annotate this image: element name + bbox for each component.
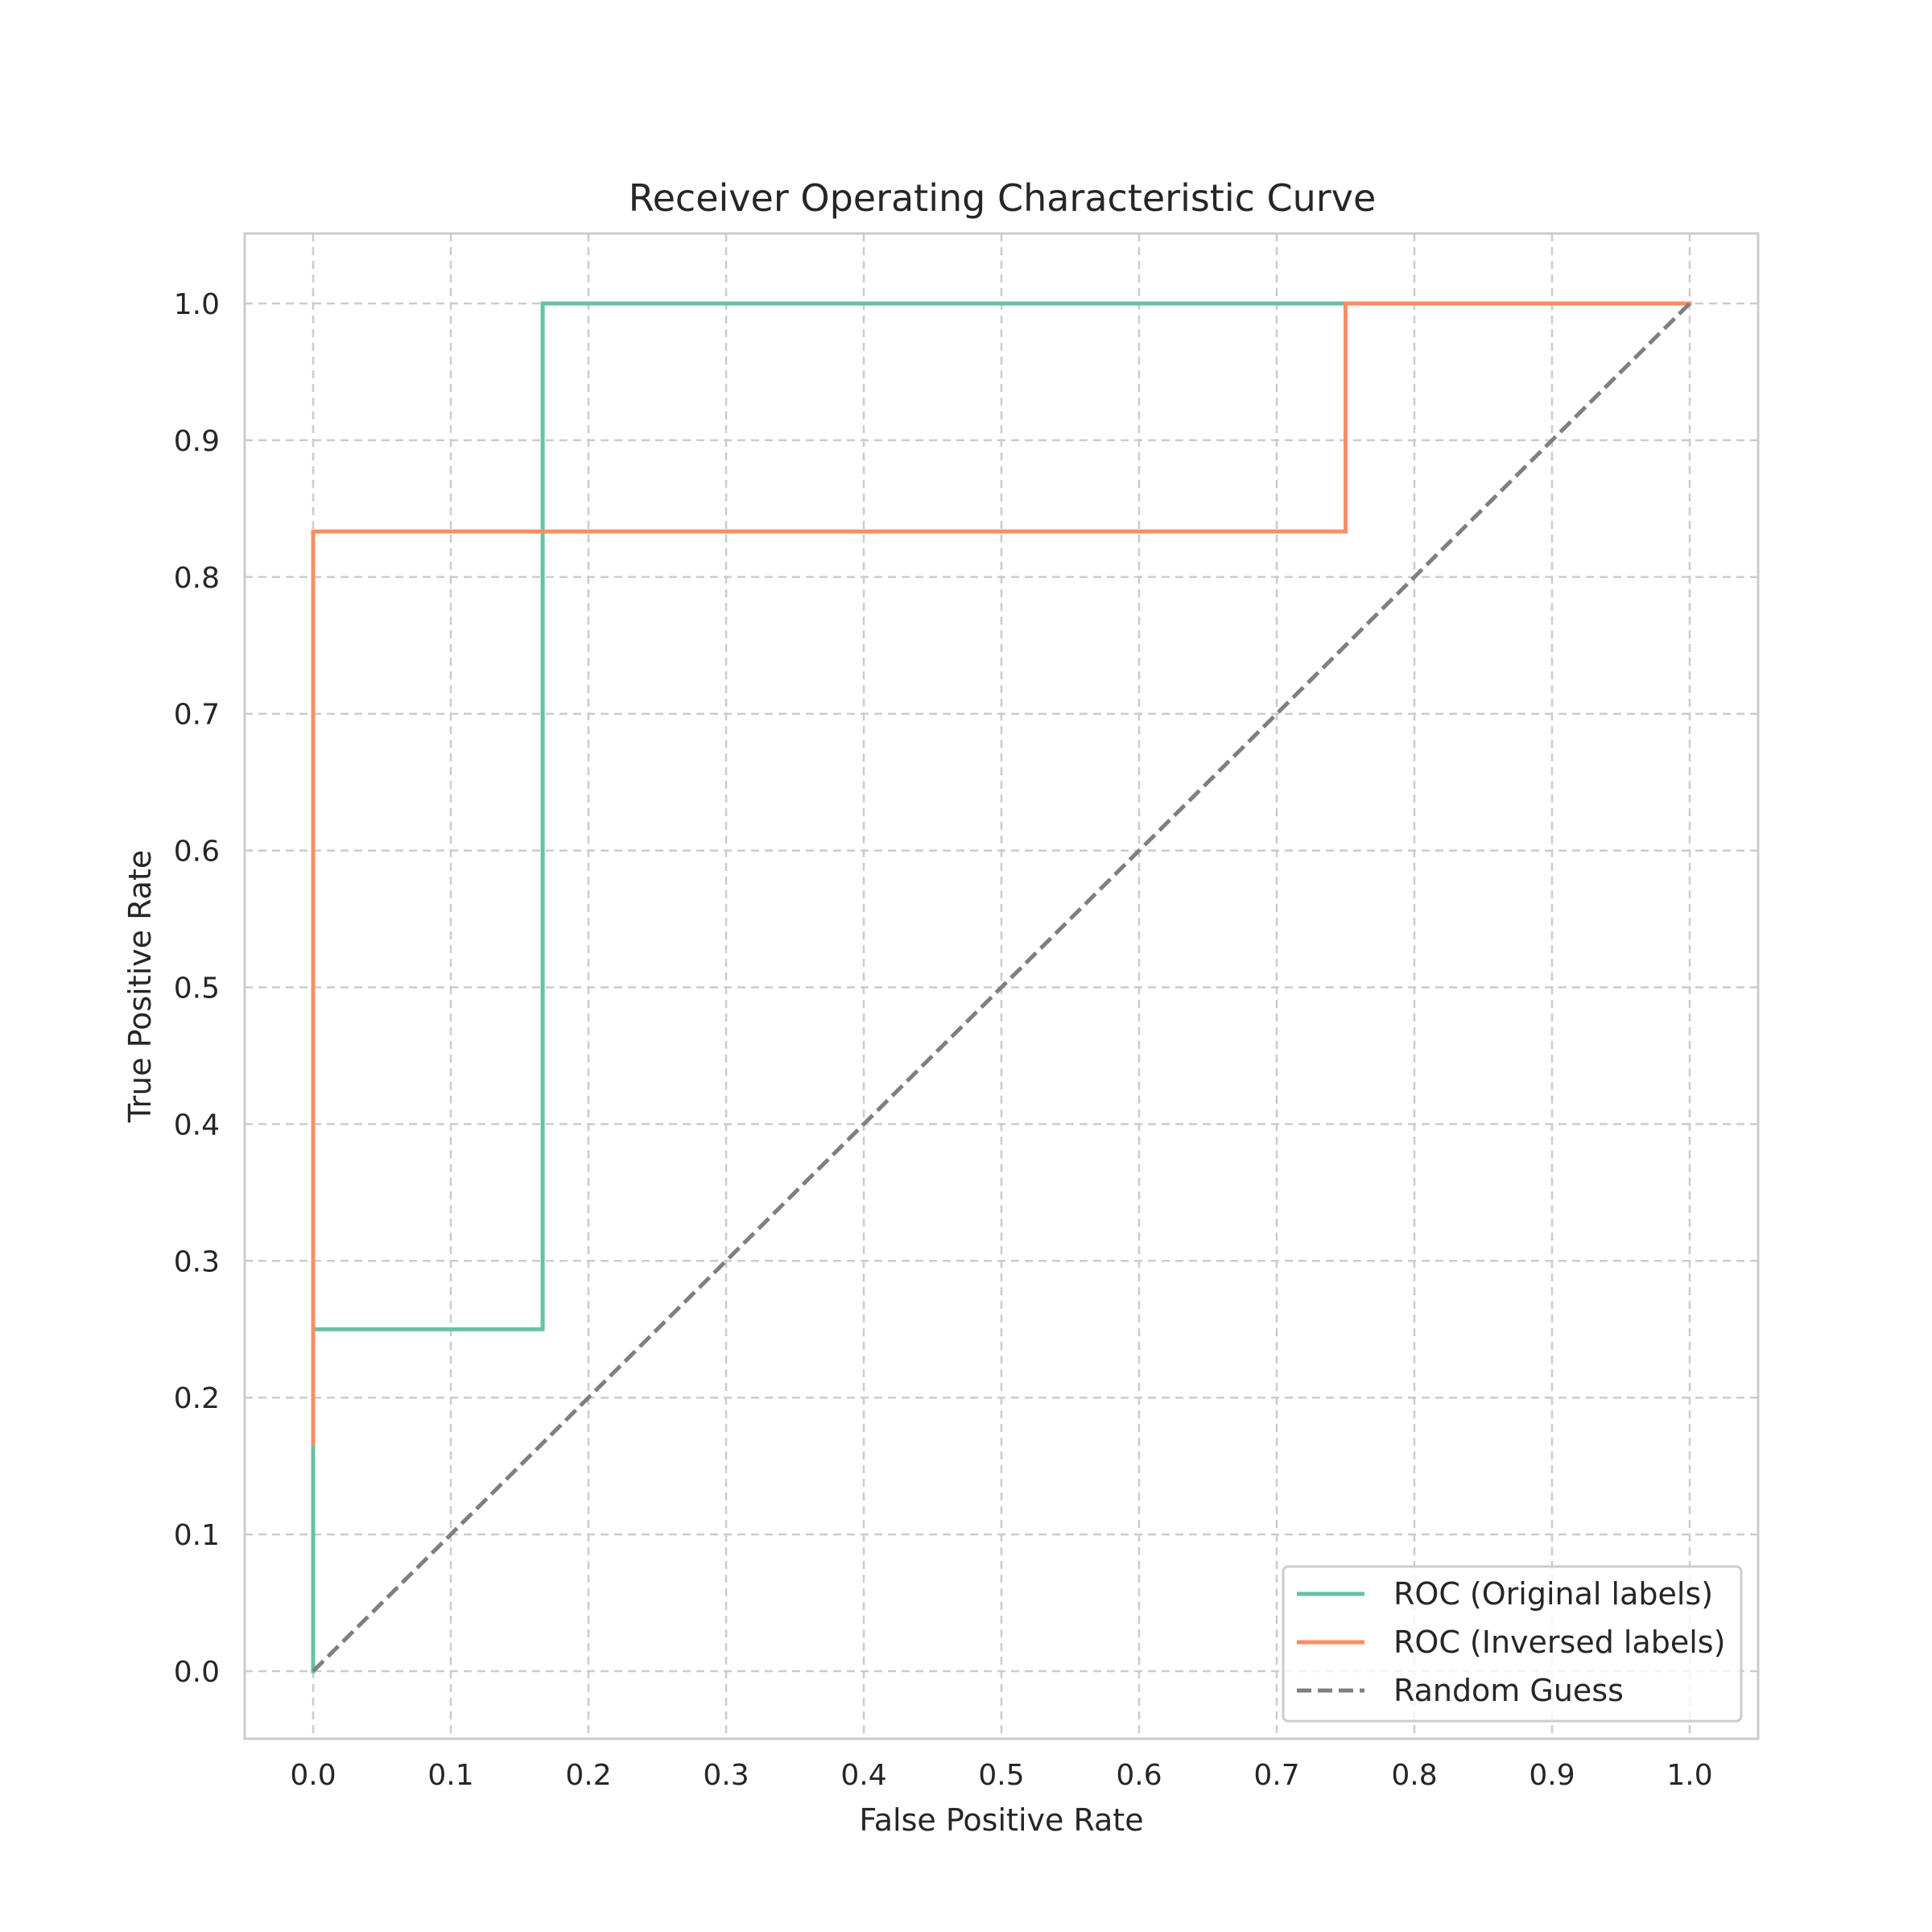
legend-label-roc-inversed-labels: ROC (Inversed labels) — [1393, 1624, 1725, 1660]
x-tick-label: 0.8 — [1391, 1759, 1437, 1792]
x-tick-label: 0.1 — [427, 1759, 473, 1792]
series-line-roc-inversed-labels — [311, 301, 1692, 1446]
legend-label-roc-original-labels: ROC (Original labels) — [1393, 1576, 1713, 1612]
y-tick-label: 1.0 — [174, 288, 220, 321]
y-tick-label: 0.0 — [174, 1656, 220, 1689]
x-axis-label: False Positive Rate — [859, 1802, 1143, 1838]
x-tick-label: 0.7 — [1253, 1759, 1299, 1792]
chart-title: Receiver Operating Characteristic Curve — [629, 176, 1377, 220]
x-tick-label: 0.2 — [565, 1759, 611, 1792]
legend-label-random-guess: Random Guess — [1393, 1673, 1624, 1708]
y-tick-label: 0.3 — [174, 1245, 220, 1278]
y-tick-label: 0.8 — [174, 562, 220, 595]
y-tick-label: 0.9 — [174, 425, 220, 458]
x-tick-label: 0.0 — [290, 1759, 336, 1792]
series-layer — [311, 301, 1692, 1674]
series-line-random-guess — [312, 302, 1691, 1673]
x-tick-label: 0.4 — [840, 1759, 886, 1792]
y-tick-label: 0.2 — [174, 1382, 220, 1415]
y-tick-label: 0.4 — [174, 1108, 220, 1141]
x-tick-label: 0.9 — [1529, 1759, 1575, 1792]
legend: ROC (Original labels) ROC (Inversed label… — [1282, 1565, 1743, 1723]
x-tick-label: 0.6 — [1116, 1759, 1162, 1792]
y-tick-label: 0.7 — [174, 699, 220, 732]
y-tick-labels: 0.0 0.1 0.2 0.3 0.4 0.5 0.6 0.7 0.8 0.9 1.0 — [174, 288, 220, 1689]
x-tick-labels: 0.0 0.1 0.2 0.3 0.4 0.5 0.6 0.7 0.8 0.9 1.0 — [290, 1759, 1712, 1792]
x-tick-label: 0.3 — [703, 1759, 749, 1792]
y-axis-label: True Positive Rate — [122, 850, 158, 1124]
plot-frame — [243, 232, 1760, 1740]
y-tick-label: 0.1 — [174, 1519, 220, 1552]
x-tick-label: 0.5 — [978, 1759, 1024, 1792]
x-tick-label: 1.0 — [1666, 1759, 1712, 1792]
legend-box — [1282, 1565, 1743, 1723]
y-tick-label: 0.5 — [174, 972, 220, 1005]
y-tick-label: 0.6 — [174, 836, 220, 869]
